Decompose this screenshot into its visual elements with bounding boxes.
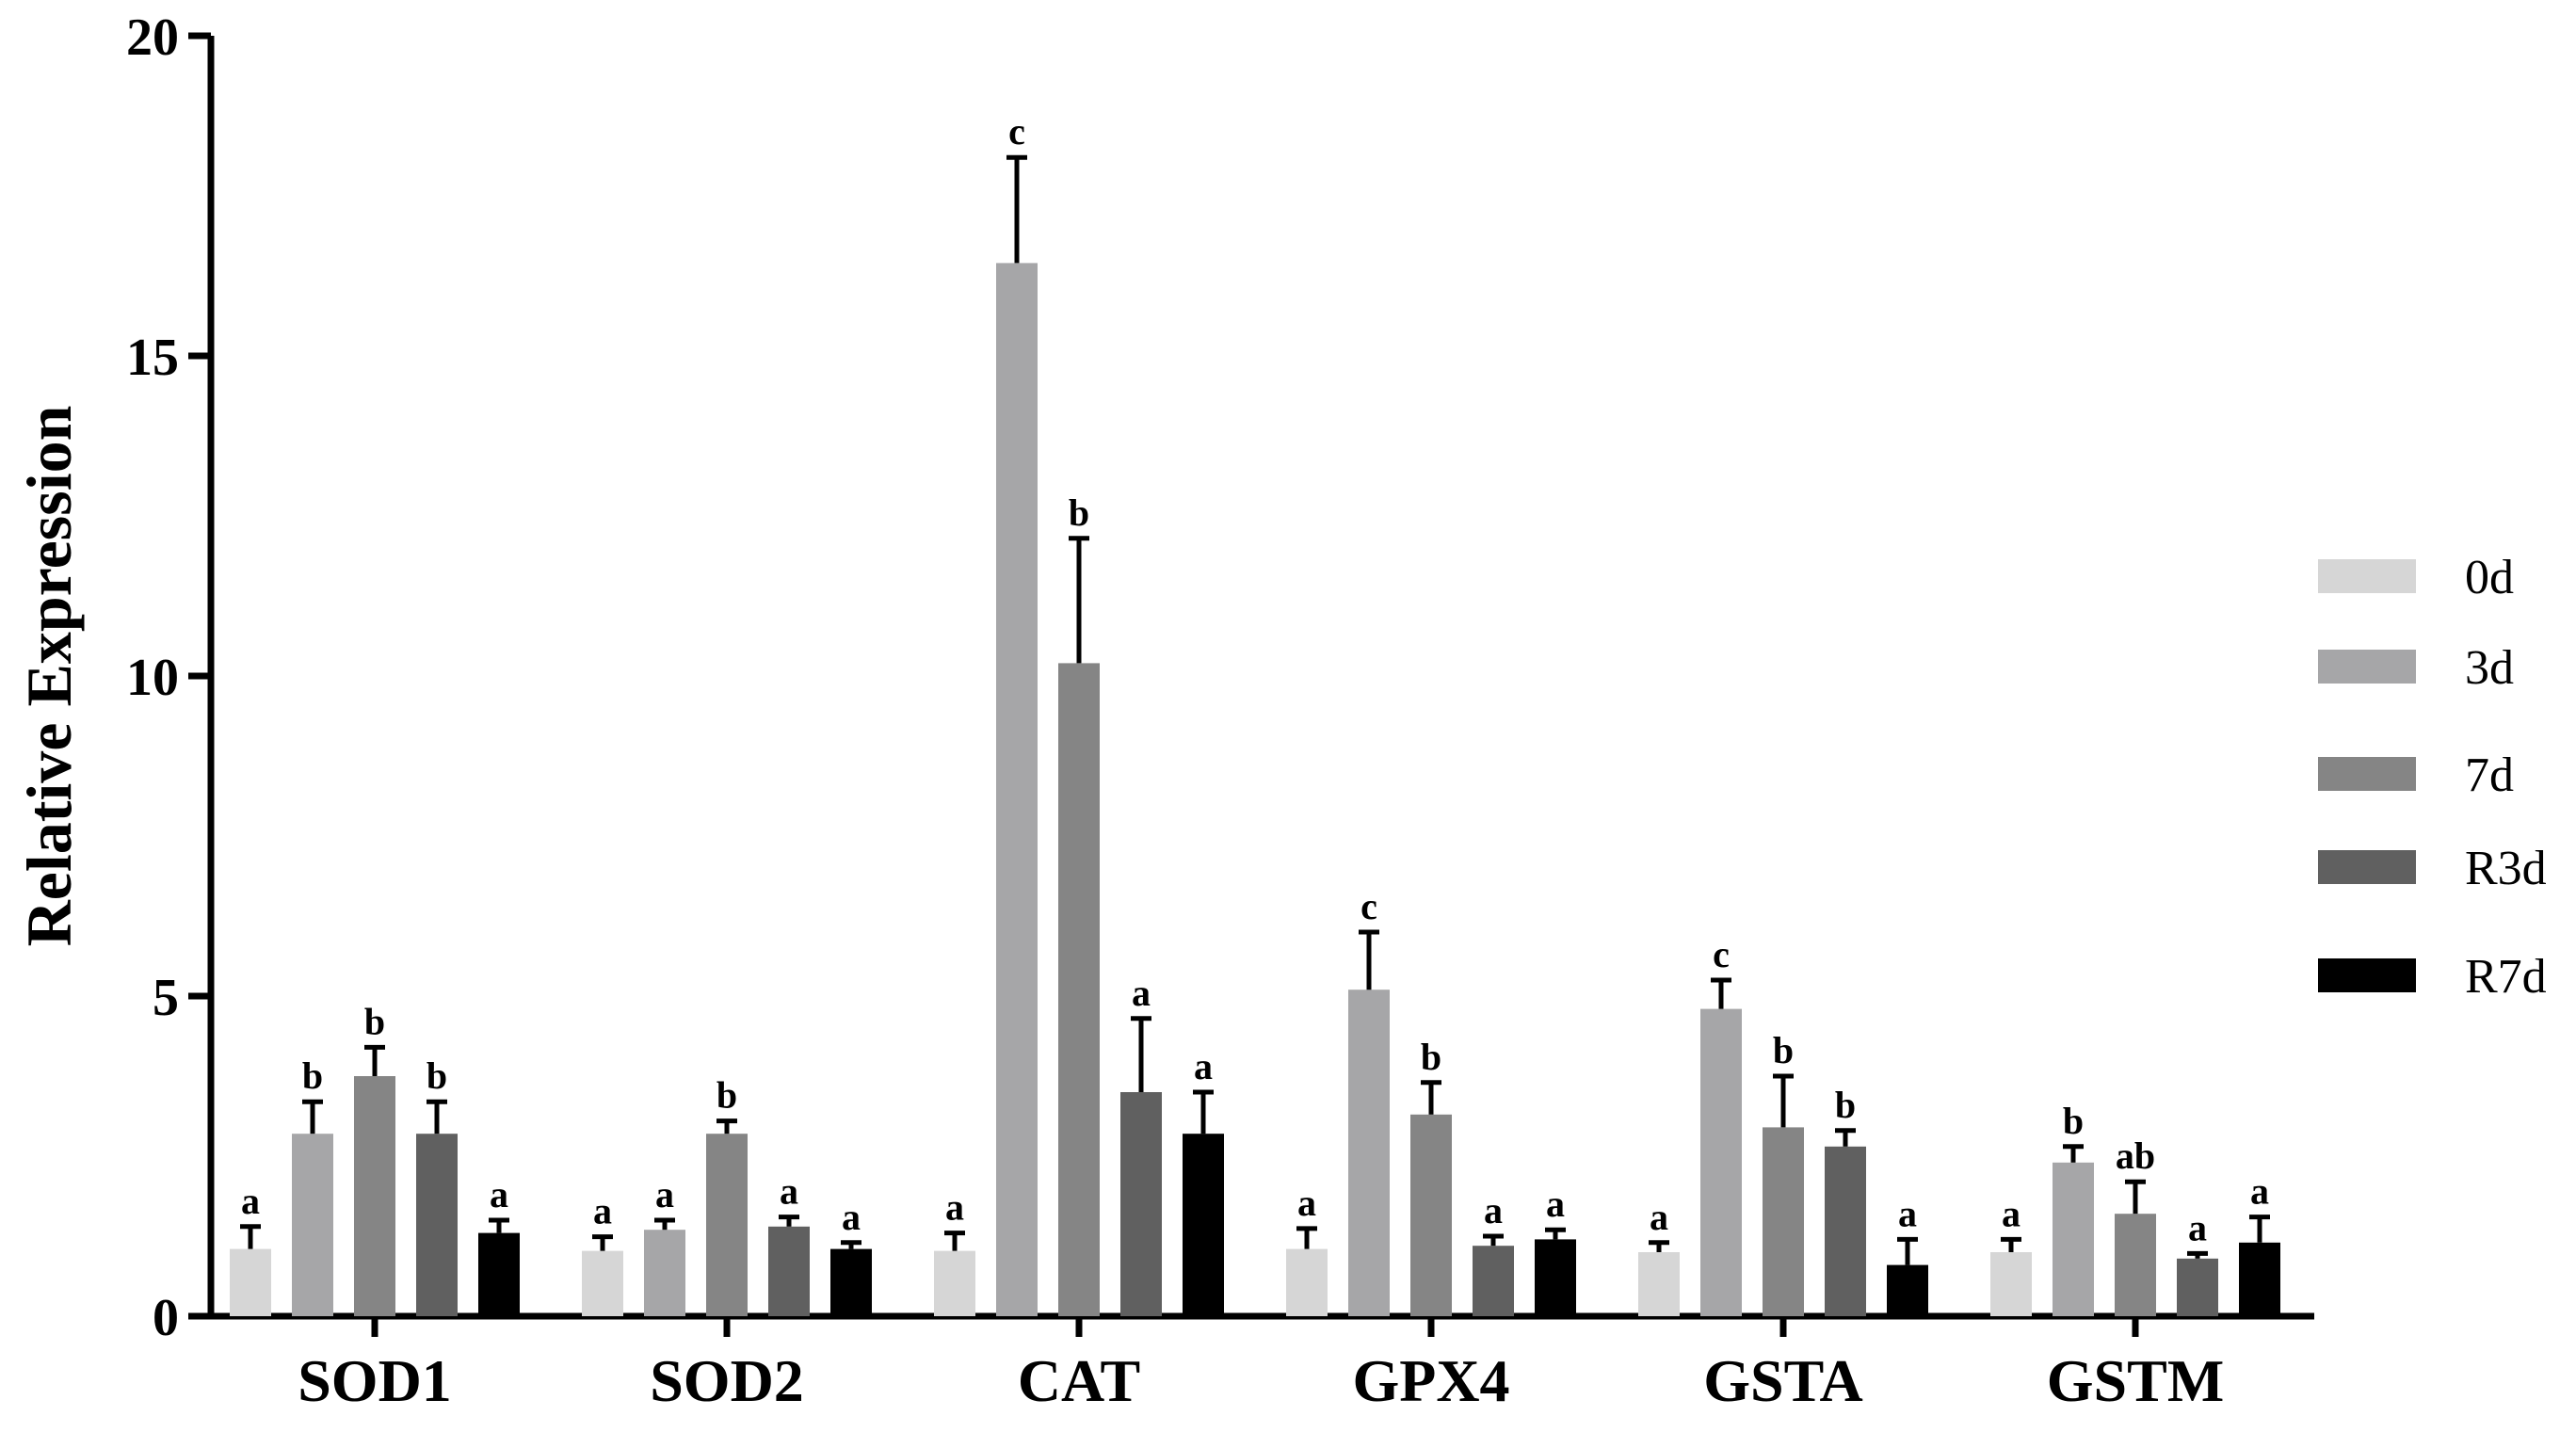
bar <box>996 263 1038 1316</box>
bar <box>292 1134 333 1316</box>
significance-label: a <box>2188 1206 2207 1248</box>
legend-label: R3d <box>2465 842 2547 895</box>
bar <box>2239 1242 2280 1316</box>
significance-label: a <box>593 1190 612 1232</box>
significance-label: b <box>1069 491 1089 534</box>
significance-label: b <box>302 1054 323 1097</box>
significance-label: a <box>842 1196 861 1238</box>
significance-label: a <box>1484 1189 1503 1231</box>
bar <box>1763 1127 1804 1316</box>
legend-swatch <box>2318 958 2416 992</box>
bar <box>706 1134 748 1316</box>
significance-label: a <box>241 1180 260 1222</box>
bar <box>354 1076 395 1316</box>
x-tick-label: GPX4 <box>1352 1347 1509 1414</box>
y-tick-label: 5 <box>153 969 179 1027</box>
significance-label: a <box>2250 1170 2269 1213</box>
bar <box>1183 1134 1224 1316</box>
x-tick-label: GSTM <box>2047 1347 2224 1414</box>
bar <box>1410 1114 1452 1316</box>
y-tick-label: 0 <box>153 1289 179 1347</box>
legend: 0d 3d 7d R3d R7d <box>2318 551 2547 1004</box>
bar <box>2053 1162 2094 1316</box>
significance-label: a <box>780 1170 798 1213</box>
bar <box>478 1232 520 1316</box>
x-axis: SOD1 SOD2 CAT GPX4 GSTA GSTM <box>208 1312 2314 1414</box>
significance-label: c <box>1713 933 1730 975</box>
bar <box>1120 1092 1162 1316</box>
significance-label: a <box>1898 1192 1917 1234</box>
significance-label: c <box>1008 110 1025 153</box>
legend-label: 7d <box>2465 748 2514 802</box>
significance-label: b <box>1773 1029 1794 1071</box>
legend-label: 3d <box>2465 641 2514 695</box>
bar <box>768 1226 810 1316</box>
x-tick-label: GSTA <box>1703 1347 1863 1414</box>
bar <box>1638 1252 1680 1316</box>
bar <box>1700 1008 1742 1316</box>
legend-swatch <box>2318 850 2416 884</box>
x-tick-label: SOD2 <box>650 1347 804 1414</box>
significance-label: a <box>945 1186 964 1229</box>
bar <box>1887 1264 1928 1316</box>
significance-label: c <box>1360 885 1377 927</box>
bar <box>582 1250 623 1316</box>
significance-label: a <box>1194 1045 1213 1087</box>
significance-label: a <box>490 1173 508 1215</box>
legend-swatch <box>2318 559 2416 593</box>
significance-label: a <box>655 1173 674 1215</box>
significance-label: a <box>1297 1182 1316 1224</box>
significance-label: b <box>427 1054 447 1097</box>
bar <box>2115 1214 2156 1316</box>
significance-label: b <box>2063 1100 2084 1142</box>
legend-swatch <box>2318 757 2416 791</box>
bar <box>1348 990 1390 1316</box>
bar <box>1825 1146 1866 1316</box>
significance-label: a <box>1132 972 1151 1014</box>
bar <box>934 1250 975 1316</box>
y-axis: 0 5 10 15 20 <box>126 8 215 1347</box>
significance-label: ab <box>2116 1134 2155 1177</box>
bar <box>644 1230 685 1316</box>
bar <box>230 1248 271 1316</box>
legend-swatch <box>2318 650 2416 684</box>
bar <box>1058 663 1100 1316</box>
legend-label: R7d <box>2465 950 2547 1004</box>
x-tick-label: CAT <box>1018 1347 1140 1414</box>
significance-label: a <box>2002 1192 2021 1234</box>
significance-label: a <box>1650 1196 1668 1238</box>
x-tick-label: SOD1 <box>298 1347 452 1414</box>
bar <box>1286 1248 1328 1316</box>
bar <box>1473 1246 1514 1316</box>
y-tick-label: 15 <box>126 329 179 387</box>
bar <box>2177 1258 2218 1316</box>
significance-label: b <box>1835 1084 1856 1126</box>
legend-label: 0d <box>2465 551 2514 604</box>
y-tick-label: 20 <box>126 8 179 67</box>
bar <box>830 1248 872 1316</box>
y-tick-label: 10 <box>126 649 179 707</box>
bar <box>416 1134 458 1316</box>
significance-label: b <box>364 1000 385 1042</box>
significance-label: b <box>716 1074 737 1117</box>
bar <box>1990 1252 2032 1316</box>
significance-label: b <box>1421 1036 1441 1078</box>
y-axis-title: Relative Expression <box>13 406 85 947</box>
bar <box>1535 1239 1576 1316</box>
significance-label: a <box>1546 1183 1565 1225</box>
